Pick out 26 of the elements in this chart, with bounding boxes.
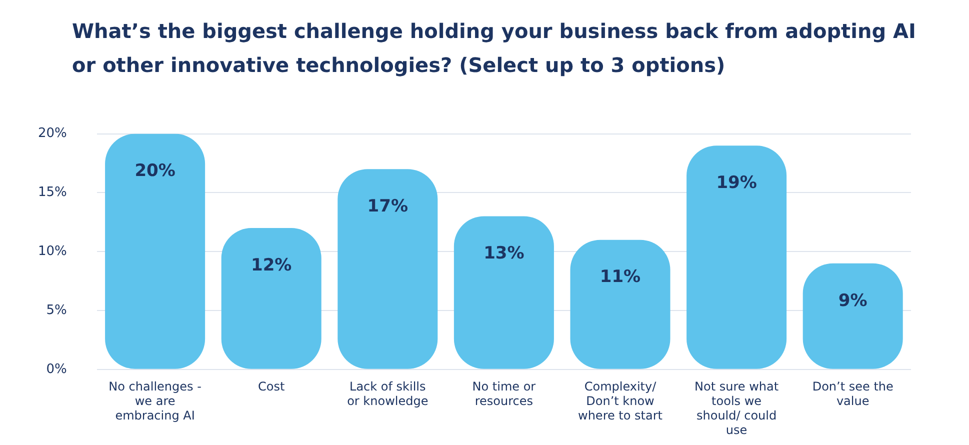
y-tick-label: 20% [38,126,67,142]
x-tick-label: Complexity/ Don’t know where to start [578,380,663,423]
x-tick-label: Not sure what tools we should/ could use [694,380,779,437]
data-label: 13% [484,244,524,264]
y-tick-label: 15% [38,185,67,200]
x-tick-label: Cost [258,380,285,394]
bar [454,216,554,369]
bar [221,228,322,369]
bar [686,146,787,369]
data-label: 9% [838,290,868,311]
data-label: 20% [134,161,176,182]
x-tick-label: No time or resources [472,380,536,408]
data-label: 11% [600,267,641,288]
bar [105,134,206,369]
x-tick-label: Don’t see the value [812,380,894,408]
bar [338,169,438,369]
x-tick-label: No challenges - we are embracing AI [108,380,202,423]
y-tick-label: 0% [46,362,67,377]
data-label: 17% [367,196,408,217]
chart-title: What’s the biggest challenge holding your business back from adopting AI or other innovative technologies? (Select up to 3 options) [71,18,917,79]
data-label: 19% [716,173,757,193]
y-tick-label: 10% [38,244,67,259]
bar [570,240,670,369]
y-tick-label: 5% [46,302,67,318]
x-tick-label: Lack of skills or knowledge [347,380,428,408]
data-label: 12% [250,255,292,276]
